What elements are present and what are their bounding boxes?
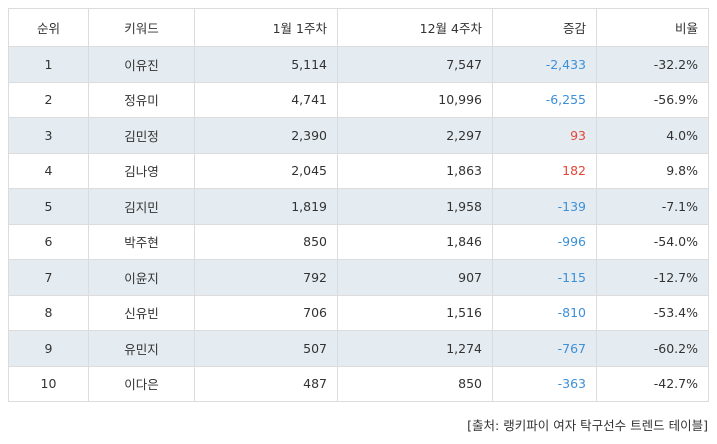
table-row: 5 김지민 1,819 1,958 -139 -7.1% [8,188,709,225]
rank-cell: 2 [8,81,89,118]
dec4-count-cell: 10,996 [337,81,493,118]
header-keyword: 키워드 [88,8,195,47]
table-row: 2 정유미 4,741 10,996 -6,255 -56.9% [8,81,709,118]
jan1-count-cell: 792 [194,259,338,296]
table-body: 1 이유진 5,114 7,547 -2,433 -32.2% 2 정유미 4,741 10,99… [8,46,709,402]
dec4-count-cell: 1,274 [337,330,493,367]
header-rank: 순위 [8,8,89,47]
dec4-count-cell: 2,297 [337,117,493,154]
table-row: 10 이다은 487 850 -363 -42.7% [8,365,709,402]
ratio-cell: -12.7% [596,259,709,296]
change-cell: 93 [492,117,597,154]
ratio-cell: 9.8% [596,152,709,189]
dec4-count-cell: 1,863 [337,152,493,189]
rank-cell: 4 [8,152,89,189]
table-row: 8 신유빈 706 1,516 -810 -53.4% [8,294,709,331]
change-cell: 182 [492,152,597,189]
rank-cell: 1 [8,46,89,83]
jan1-count-cell: 4,741 [194,81,338,118]
table-row: 9 유민지 507 1,274 -767 -60.2% [8,330,709,367]
source-caption: [출처: 랭키파이 여자 탁구선수 트렌드 테이블] [467,418,708,433]
ranking-table-container: 순위 키워드 1월 1주차 12월 4주차 증감 비율 1 이유진 5,114 7,5… [8,8,709,402]
table-row: 6 박주현 850 1,846 -996 -54.0% [8,223,709,260]
keyword-cell: 이윤지 [88,259,195,296]
change-cell: -767 [492,330,597,367]
table-row: 4 김나영 2,045 1,863 182 9.8% [8,152,709,189]
table-row: 1 이유진 5,114 7,547 -2,433 -32.2% [8,46,709,83]
rank-cell: 10 [8,365,89,402]
rank-cell: 3 [8,117,89,154]
header-ratio: 비율 [596,8,709,47]
keyword-cell: 이다은 [88,365,195,402]
rank-cell: 5 [8,188,89,225]
ratio-cell: -42.7% [596,365,709,402]
ranking-table: 순위 키워드 1월 1주차 12월 4주차 증감 비율 1 이유진 5,114 7,5… [8,8,709,402]
table-row: 3 김민정 2,390 2,297 93 4.0% [8,117,709,154]
dec4-count-cell: 1,958 [337,188,493,225]
rank-cell: 8 [8,294,89,331]
change-cell: -139 [492,188,597,225]
jan1-count-cell: 2,045 [194,152,338,189]
change-cell: -996 [492,223,597,260]
rank-cell: 6 [8,223,89,260]
jan1-count-cell: 487 [194,365,338,402]
table-header-row: 순위 키워드 1월 1주차 12월 4주차 증감 비율 [8,8,709,47]
header-week-jan1: 1월 1주차 [194,8,338,47]
change-cell: -2,433 [492,46,597,83]
rank-cell: 9 [8,330,89,367]
dec4-count-cell: 7,547 [337,46,493,83]
keyword-cell: 신유빈 [88,294,195,331]
change-cell: -6,255 [492,81,597,118]
keyword-cell: 박주현 [88,223,195,260]
keyword-cell: 김민정 [88,117,195,154]
dec4-count-cell: 1,846 [337,223,493,260]
ratio-cell: -32.2% [596,46,709,83]
dec4-count-cell: 850 [337,365,493,402]
dec4-count-cell: 907 [337,259,493,296]
change-cell: -115 [492,259,597,296]
header-change: 증감 [492,8,597,47]
keyword-cell: 이유진 [88,46,195,83]
rank-cell: 7 [8,259,89,296]
jan1-count-cell: 2,390 [194,117,338,154]
keyword-cell: 정유미 [88,81,195,118]
jan1-count-cell: 507 [194,330,338,367]
ratio-cell: -60.2% [596,330,709,367]
keyword-cell: 김지민 [88,188,195,225]
change-cell: -363 [492,365,597,402]
keyword-cell: 유민지 [88,330,195,367]
ratio-cell: -7.1% [596,188,709,225]
jan1-count-cell: 1,819 [194,188,338,225]
ratio-cell: -54.0% [596,223,709,260]
jan1-count-cell: 5,114 [194,46,338,83]
jan1-count-cell: 850 [194,223,338,260]
table-row: 7 이윤지 792 907 -115 -12.7% [8,259,709,296]
ratio-cell: -53.4% [596,294,709,331]
keyword-cell: 김나영 [88,152,195,189]
header-week-dec4: 12월 4주차 [337,8,493,47]
change-cell: -810 [492,294,597,331]
ratio-cell: 4.0% [596,117,709,154]
jan1-count-cell: 706 [194,294,338,331]
dec4-count-cell: 1,516 [337,294,493,331]
ratio-cell: -56.9% [596,81,709,118]
